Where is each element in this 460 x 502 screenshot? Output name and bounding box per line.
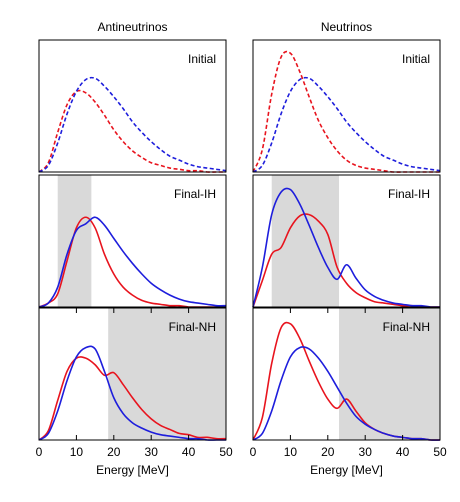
x-tick-label: 40 bbox=[182, 445, 196, 459]
panel-frame bbox=[252, 39, 441, 173]
panel-label: Initial bbox=[402, 52, 430, 66]
curve bbox=[252, 76, 441, 173]
x-tick-label: 30 bbox=[145, 445, 159, 459]
shaded-region bbox=[339, 308, 440, 440]
column-title: Neutrinos bbox=[321, 20, 372, 34]
panel-frame bbox=[38, 39, 227, 173]
panel-label: Final-IH bbox=[174, 187, 216, 201]
curve bbox=[252, 187, 441, 308]
curve bbox=[38, 345, 226, 441]
panel-label: Final-NH bbox=[169, 320, 216, 334]
x-axis-label: Energy [MeV] bbox=[310, 463, 383, 477]
x-tick-label: 0 bbox=[250, 445, 257, 459]
x-tick-label: 50 bbox=[433, 445, 447, 459]
panel-frame bbox=[252, 174, 441, 308]
x-tick-label: 20 bbox=[321, 445, 335, 459]
panel-frame bbox=[38, 307, 227, 441]
x-tick-label: 40 bbox=[396, 445, 410, 459]
x-tick-label: 10 bbox=[284, 445, 298, 459]
curve bbox=[38, 216, 227, 308]
x-tick-label: 10 bbox=[70, 445, 84, 459]
x-tick-label: 30 bbox=[359, 445, 373, 459]
curve bbox=[252, 346, 441, 441]
x-tick-label: 20 bbox=[107, 445, 121, 459]
x-tick-label: 0 bbox=[36, 445, 43, 459]
x-tick-label: 50 bbox=[219, 445, 233, 459]
panel-frame bbox=[252, 307, 441, 441]
x-axis-label: Energy [MeV] bbox=[96, 463, 169, 477]
curve bbox=[38, 89, 226, 173]
curve bbox=[38, 76, 227, 173]
column-title: Antineutrinos bbox=[97, 20, 167, 34]
curve bbox=[38, 356, 227, 441]
curve bbox=[252, 50, 440, 173]
shaded-region bbox=[57, 175, 92, 307]
panel-frame bbox=[38, 174, 227, 308]
shaded-region bbox=[271, 175, 340, 307]
panel-label: Final-NH bbox=[383, 320, 430, 334]
panel-label: Initial bbox=[188, 52, 216, 66]
panel-label: Final-IH bbox=[388, 187, 430, 201]
